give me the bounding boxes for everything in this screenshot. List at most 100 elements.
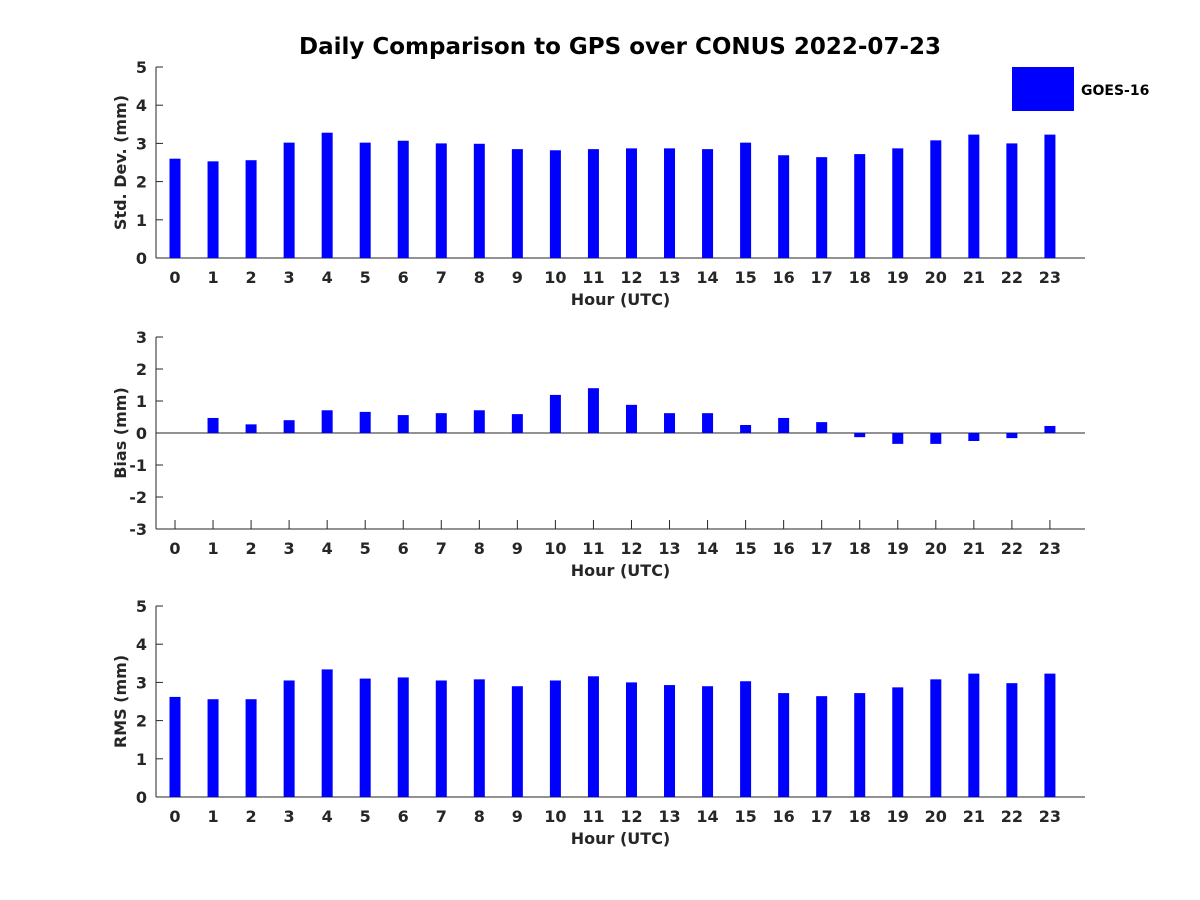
bias-x-tick-label: 10 — [544, 539, 566, 558]
bias-x-tick-label: 7 — [436, 539, 447, 558]
bias-bar-6 — [397, 415, 409, 433]
rms-y-tick-label: 0 — [136, 788, 147, 807]
rms-bar-1 — [207, 699, 219, 797]
rms-bar-11 — [587, 676, 599, 797]
std-dev-bar-10 — [549, 150, 561, 258]
bias-bar-3 — [283, 420, 295, 433]
std-dev-x-tick-label: 22 — [1001, 268, 1023, 287]
bias-y-tick-label: -2 — [129, 488, 147, 507]
std-dev-x-tick-label: 15 — [734, 268, 756, 287]
bias-bar-13 — [664, 413, 676, 433]
rms-x-tick-label: 1 — [207, 807, 218, 826]
rms-x-tick-label: 0 — [169, 807, 180, 826]
std-dev-x-tick-label: 8 — [474, 268, 485, 287]
bias-x-tick-label: 16 — [773, 539, 795, 558]
rms-bar-13 — [664, 685, 676, 797]
rms-x-tick-label: 18 — [849, 807, 871, 826]
bias-bar-1 — [207, 417, 219, 433]
std-dev-bar-9 — [511, 149, 523, 258]
rms-x-tick-label: 19 — [887, 807, 909, 826]
rms-x-tick-label: 17 — [811, 807, 833, 826]
std-dev-y-tick-label: 3 — [136, 134, 147, 153]
std-dev-x-tick-label: 3 — [284, 268, 295, 287]
bias-bar-22 — [1006, 433, 1018, 439]
bias-bar-5 — [359, 411, 371, 433]
bias-y-tick-label: 2 — [136, 360, 147, 379]
std-dev-x-tick-label: 12 — [620, 268, 642, 287]
std-dev-x-tick-label: 16 — [773, 268, 795, 287]
rms-x-tick-label: 9 — [512, 807, 523, 826]
rms-bar-8 — [473, 679, 485, 797]
rms-bar-6 — [397, 677, 409, 797]
std-dev-y-tick-label: 4 — [136, 96, 147, 115]
std-dev-bar-3 — [283, 142, 295, 258]
std-dev-x-tick-label: 9 — [512, 268, 523, 287]
std-dev-y-tick-label: 1 — [136, 211, 147, 230]
bias-x-label: Hour (UTC) — [571, 561, 671, 580]
std-dev-x-tick-label: 14 — [696, 268, 718, 287]
bias-x-tick-label: 23 — [1039, 539, 1061, 558]
std-dev-x-tick-label: 5 — [360, 268, 371, 287]
bias-x-tick-label: 19 — [887, 539, 909, 558]
rms-bar-16 — [778, 693, 790, 797]
std-dev-bar-1 — [207, 161, 219, 258]
rms-bar-15 — [740, 681, 752, 797]
std-dev-x-tick-label: 1 — [207, 268, 218, 287]
bias-x-tick-label: 21 — [963, 539, 985, 558]
bias-x-tick-label: 20 — [925, 539, 947, 558]
bias-y-label: Bias (mm) — [111, 387, 130, 479]
bias-bar-16 — [778, 417, 790, 433]
std-dev-bar-0 — [169, 158, 181, 258]
bias-bar-10 — [549, 394, 561, 433]
rms-bar-0 — [169, 696, 181, 797]
std-dev-bar-19 — [892, 148, 904, 258]
bias-bar-12 — [625, 404, 637, 433]
std-dev-x-tick-label: 18 — [849, 268, 871, 287]
std-dev-bar-23 — [1044, 134, 1056, 258]
rms-bar-19 — [892, 687, 904, 797]
rms-bar-10 — [549, 680, 561, 797]
std-dev-bar-14 — [702, 149, 714, 258]
bias-x-tick-label: 17 — [811, 539, 833, 558]
std-dev-x-tick-label: 23 — [1039, 268, 1061, 287]
rms-x-tick-label: 12 — [620, 807, 642, 826]
rms-bar-14 — [702, 686, 714, 797]
std-dev-y-tick-label: 2 — [136, 173, 147, 192]
bias-bar-11 — [587, 388, 599, 433]
bias-x-tick-label: 12 — [620, 539, 642, 558]
bias-x-tick-label: 8 — [474, 539, 485, 558]
std-dev-x-tick-label: 11 — [582, 268, 604, 287]
bias-x-tick-label: 14 — [696, 539, 718, 558]
std-dev-x-tick-label: 17 — [811, 268, 833, 287]
rms-y-tick-label: 5 — [136, 597, 147, 616]
bias-x-tick-label: 13 — [658, 539, 680, 558]
bias-bar-19 — [892, 433, 904, 444]
bias-x-tick-label: 18 — [849, 539, 871, 558]
bias-x-tick-label: 5 — [360, 539, 371, 558]
rms-bar-7 — [435, 680, 447, 797]
bias-x-tick-label: 3 — [284, 539, 295, 558]
rms-x-tick-label: 23 — [1039, 807, 1061, 826]
std-dev-bar-8 — [473, 143, 485, 258]
bias-x-tick-label: 15 — [734, 539, 756, 558]
std-dev-bar-15 — [740, 142, 752, 258]
bias-y-tick-label: -3 — [129, 520, 147, 539]
std-dev-y-tick-label: 5 — [136, 58, 147, 77]
rms-y-tick-label: 3 — [136, 673, 147, 692]
rms-y-label: RMS (mm) — [111, 655, 130, 748]
rms-x-tick-label: 8 — [474, 807, 485, 826]
bias-x-tick-label: 4 — [322, 539, 333, 558]
std-dev-x-tick-label: 7 — [436, 268, 447, 287]
std-dev-x-tick-label: 13 — [658, 268, 680, 287]
bias-bar-20 — [930, 433, 942, 444]
rms-x-tick-label: 20 — [925, 807, 947, 826]
bias-bar-15 — [740, 425, 752, 433]
std-dev-bar-17 — [816, 157, 828, 258]
std-dev-x-tick-label: 2 — [246, 268, 257, 287]
rms-x-tick-label: 13 — [658, 807, 680, 826]
rms-x-tick-label: 15 — [734, 807, 756, 826]
legend: GOES-16 — [1012, 67, 1149, 111]
rms-x-tick-label: 21 — [963, 807, 985, 826]
std-dev-y-label: Std. Dev. (mm) — [111, 95, 130, 230]
